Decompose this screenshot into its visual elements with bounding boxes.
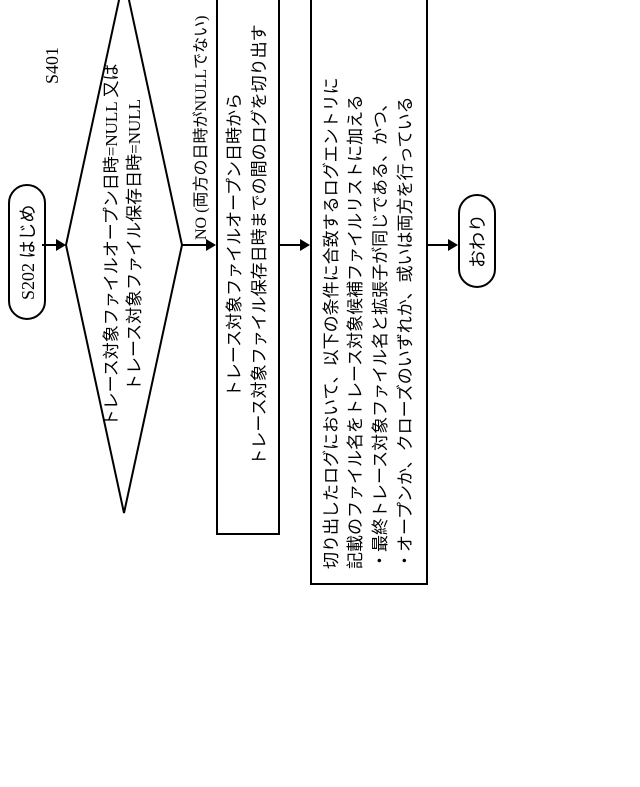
edge-start-s401 — [42, 238, 66, 252]
decision-s401-text: トレース対象ファイルオープン日時=NULL 又は トレース対象ファイル保存日時=… — [64, 0, 184, 515]
edge-s403-end — [428, 238, 458, 252]
start-label: S202 はじめ — [18, 204, 38, 300]
no-label: NO (両方の日時がNULLでない) — [187, 16, 211, 240]
end-label: おわり — [468, 214, 488, 268]
end-terminator: おわり — [458, 194, 496, 288]
process-s403: 切り出したログにおいて、以下の条件に合致するログエントリに 記載のファイル名をト… — [310, 0, 428, 585]
process-s402: トレース対象ファイルオープン日時から トレース対象ファイル保存日時までの間のログ… — [216, 0, 280, 535]
start-terminator: S202 はじめ — [8, 184, 46, 320]
decision-s401: トレース対象ファイルオープン日時=NULL 又は トレース対象ファイル保存日時=… — [64, 0, 184, 515]
edge-s402-s403 — [280, 238, 310, 252]
flowchart-canvas: S202 はじめ トレース対象ファイルオープン日時=NULL 又は トレース対象… — [0, 0, 640, 640]
step-label-s401: S401 — [42, 47, 63, 84]
edge-s401-s402 — [182, 238, 216, 252]
process-s403-text: 切り出したログにおいて、以下の条件に合致するログエントリに 記載のファイル名をト… — [320, 77, 419, 569]
process-s402-text: トレース対象ファイルオープン日時から トレース対象ファイル保存日時までの間のログ… — [223, 24, 272, 465]
